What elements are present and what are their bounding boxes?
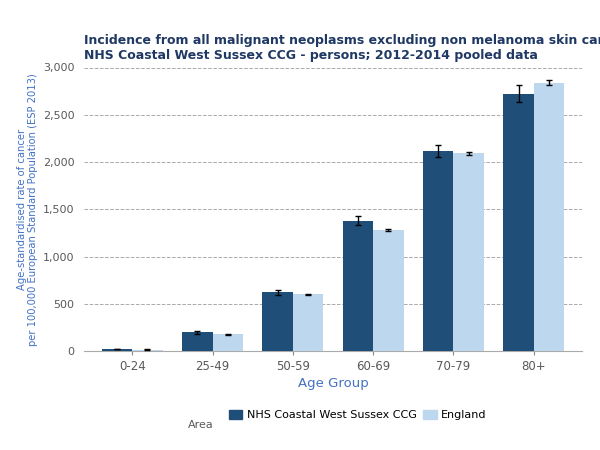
Bar	[212, 334, 243, 351]
Bar	[262, 292, 293, 351]
Bar	[293, 294, 323, 351]
Bar	[373, 230, 404, 351]
Y-axis label: Age-standardised rate of cancer
per 100,000 European Standard Population (ESP 20: Age-standardised rate of cancer per 100,…	[17, 73, 38, 346]
Bar	[343, 220, 373, 351]
Bar	[132, 350, 163, 351]
Bar	[454, 153, 484, 351]
Bar	[534, 83, 565, 351]
Legend: NHS Coastal West Sussex CCG, England: NHS Coastal West Sussex CCG, England	[224, 405, 491, 425]
Text: Incidence from all malignant neoplasms excluding non melanoma skin cancer
NHS Co: Incidence from all malignant neoplasms e…	[84, 34, 600, 62]
Bar	[182, 332, 212, 351]
X-axis label: Age Group: Age Group	[298, 377, 368, 390]
Bar	[423, 151, 454, 351]
Text: Area: Area	[188, 420, 214, 430]
Bar	[503, 94, 534, 351]
Bar	[101, 349, 132, 351]
